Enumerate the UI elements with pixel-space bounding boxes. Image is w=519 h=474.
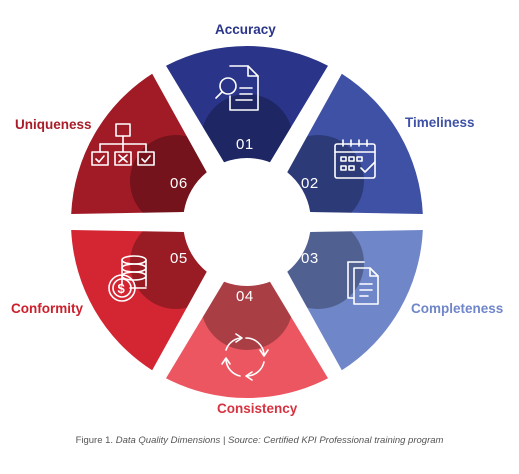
bubble-01 (201, 94, 293, 163)
documents-icon (347, 261, 379, 305)
coins-dollar-icon: $ (108, 255, 147, 302)
segment-completeness (287, 229, 423, 371)
calendar-icon (334, 139, 376, 179)
number-04: 04 (236, 288, 254, 305)
caption-text: Data Quality Dimensions | Source: Certif… (115, 435, 444, 446)
segment-conformity (71, 229, 207, 371)
number-03: 03 (301, 250, 319, 267)
number-05: 05 (170, 250, 188, 267)
label-consistency: Consistency (217, 401, 298, 416)
caption-prefix: Figure 1. (75, 435, 114, 446)
bubble-04 (201, 281, 293, 350)
label-completeness: Completeness (411, 301, 504, 316)
label-uniqueness: Uniqueness (15, 117, 92, 132)
refresh-cycle-icon (221, 333, 269, 381)
figure-caption: Figure 1. Data Quality Dimensions | Sour… (0, 435, 519, 446)
label-conformity: Conformity (11, 301, 83, 316)
search-document-icon (215, 65, 259, 111)
segment-accuracy (166, 46, 328, 163)
label-timeliness: Timeliness (405, 115, 475, 130)
number-01: 01 (236, 136, 254, 153)
label-accuracy: Accuracy (215, 22, 276, 37)
svg-text:$: $ (118, 281, 126, 296)
hierarchy-check-icon (91, 123, 155, 166)
segment-consistency (166, 281, 328, 398)
number-06: 06 (170, 175, 188, 192)
number-02: 02 (301, 175, 319, 192)
